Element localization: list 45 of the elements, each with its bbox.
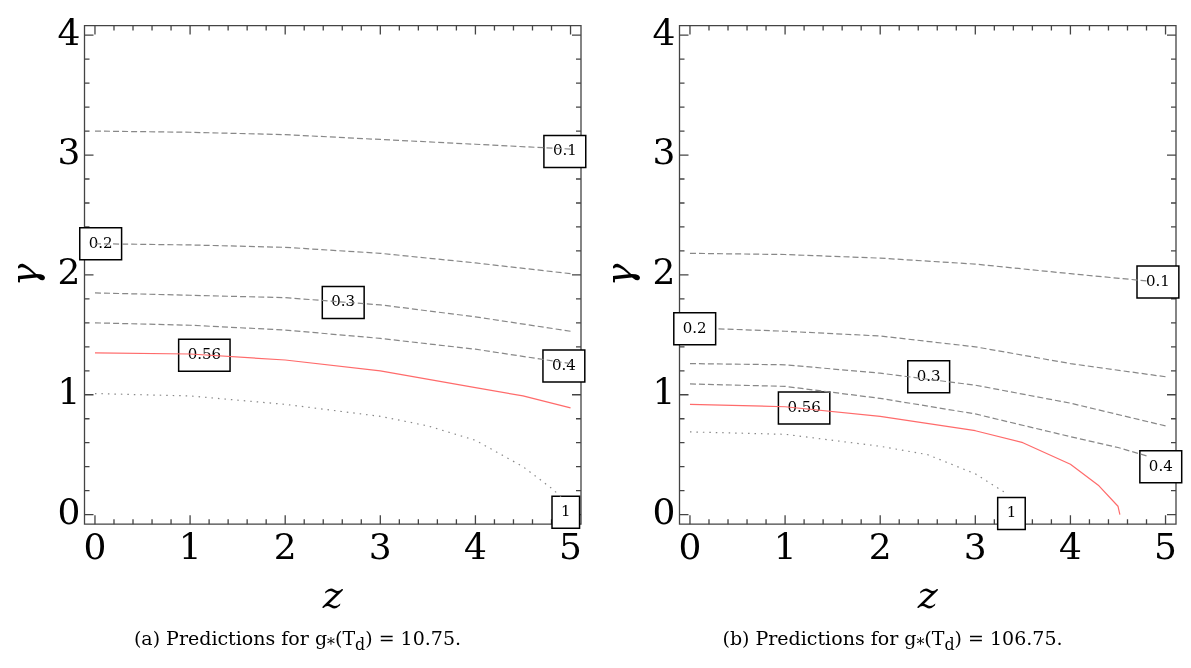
annotation: 0.4 (551, 355, 576, 374)
y-tick-label: 0 (57, 490, 81, 532)
annotation: 0.1 (1146, 271, 1170, 290)
line-series (689, 362, 1167, 427)
x-tick-label: 5 (559, 526, 582, 568)
x-axis-title: z (321, 573, 344, 618)
annotation: 0.2 (682, 318, 707, 337)
x-tick-label: 3 (368, 526, 392, 568)
x-tick-label: 1 (773, 526, 797, 568)
x-tick-label: 0 (678, 526, 702, 568)
annotation: 0.1 (552, 141, 577, 160)
annotation: 0.56 (787, 397, 821, 416)
annotation: 0.3 (331, 292, 356, 311)
text: (b) Predictions for g$_{*}$(T$_{d}$) = 106.75. (721, 627, 1064, 654)
y-tick-label: 0 (652, 490, 676, 532)
x-tick-label: 0 (83, 526, 107, 568)
y-tick-label: 1 (57, 371, 81, 413)
annotation: 1 (561, 502, 571, 521)
x-tick-label: 4 (1058, 526, 1082, 568)
x-tick-label: 3 (963, 526, 987, 568)
y-tick-label: 3 (57, 131, 81, 173)
y-tick-label: 2 (57, 251, 81, 293)
annotation: 0.4 (1148, 456, 1173, 475)
y-tick-label: 2 (652, 251, 676, 293)
x-tick-label: 4 (463, 526, 487, 568)
annotation: 1 (1006, 503, 1017, 522)
y-tick-label: 4 (57, 11, 81, 53)
line-series (689, 383, 1148, 457)
y-axis-title: γ (596, 263, 641, 287)
x-tick-label: 2 (273, 526, 297, 568)
x-tick-label: 5 (1154, 526, 1177, 568)
y-axis-title: γ (1, 263, 46, 287)
y-tick-label: 1 (652, 371, 676, 413)
y-tick-label: 4 (652, 11, 676, 53)
text: (a) Predictions for g$_{*}$(T$_{d}$) = 10.75. (132, 627, 463, 654)
annotation: 0.3 (916, 366, 941, 385)
y-tick-label: 3 (652, 131, 676, 173)
line-series (689, 431, 1005, 493)
line-series (94, 292, 572, 332)
x-tick-label: 2 (868, 526, 892, 568)
x-tick-label: 1 (178, 526, 202, 568)
line-series (689, 252, 1148, 282)
annotation: 0.56 (187, 345, 222, 364)
annotation: 0.2 (88, 233, 113, 252)
x-axis-title: z (916, 573, 939, 618)
